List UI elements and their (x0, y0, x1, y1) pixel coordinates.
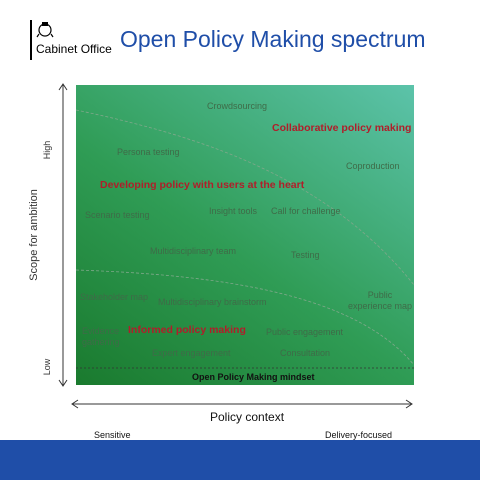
y-axis-high-label: High (42, 140, 52, 160)
item-testing: Testing (291, 250, 320, 260)
organisation-name: Cabinet Office (36, 42, 112, 56)
y-axis-title: Scope for ambition (28, 189, 40, 281)
item-public-experience-map: Public experience map (347, 290, 413, 311)
item-public-engagement: Public engagement (266, 327, 344, 337)
spectrum-chart: Crowdsourcing Collaborative policy makin… (76, 85, 414, 385)
upper-zone-curve (76, 109, 414, 286)
zone-curves (76, 109, 414, 369)
item-coproduction: Coproduction (346, 161, 400, 171)
zone-informed: Informed policy making (128, 324, 246, 336)
item-expert-engagement: Expert engagement (152, 348, 231, 358)
royal-crest-icon (36, 22, 54, 38)
item-stakeholder-map: Stakeholder map (80, 292, 149, 302)
y-axis-low-label: Low (42, 358, 52, 376)
item-crowdsourcing: Crowdsourcing (207, 101, 268, 111)
x-axis-left-label: Sensitive (94, 430, 131, 440)
cabinet-office-logo: Cabinet Office (30, 18, 112, 62)
x-axis-right-label: Delivery-focused (325, 430, 393, 440)
item-scenario-testing: Scenario testing (85, 210, 150, 220)
item-multidisciplinary-team: Multidisciplinary team (150, 246, 237, 256)
item-insight-tools: Insight tools (209, 206, 258, 216)
footer-bar (0, 440, 480, 480)
item-call-for-challenge: Call for challenge (271, 206, 341, 216)
x-axis-title: Policy context (210, 410, 285, 424)
item-multidisciplinary-brainstorm: Multidisciplinary brainstorm (158, 297, 267, 307)
item-consultation: Consultation (280, 348, 331, 358)
zone-developing: Developing policy with users at the hear… (100, 179, 305, 191)
logo-divider (30, 20, 32, 60)
lower-zone-curve (76, 269, 414, 366)
y-axis-arrow (58, 83, 68, 387)
item-evidence-gathering: Evidence gathering (82, 326, 120, 347)
zone-collaborative: Collaborative policy making (272, 122, 412, 134)
item-persona-testing: Persona testing (117, 147, 180, 157)
x-axis-arrow (71, 399, 413, 409)
page-title: Open Policy Making spectrum (120, 26, 426, 52)
zone-mindset: Open Policy Making mindset (192, 372, 315, 382)
